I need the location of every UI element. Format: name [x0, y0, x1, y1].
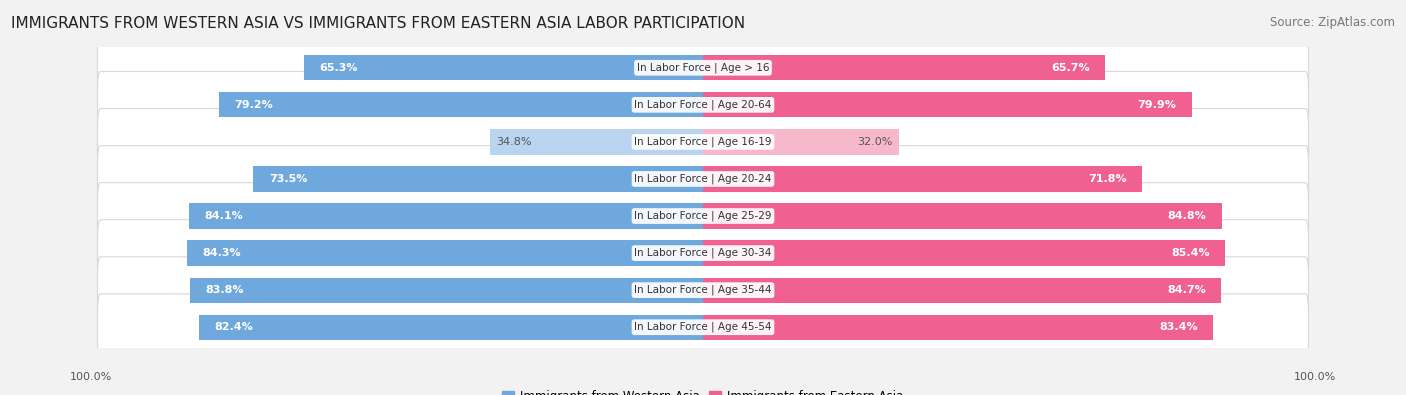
- Bar: [304, 55, 703, 81]
- FancyBboxPatch shape: [97, 257, 1309, 324]
- Bar: [188, 203, 703, 229]
- Text: IMMIGRANTS FROM WESTERN ASIA VS IMMIGRANTS FROM EASTERN ASIA LABOR PARTICIPATION: IMMIGRANTS FROM WESTERN ASIA VS IMMIGRAN…: [11, 16, 745, 31]
- Text: In Labor Force | Age 20-64: In Labor Force | Age 20-64: [634, 100, 772, 110]
- FancyBboxPatch shape: [97, 34, 1309, 101]
- Bar: [703, 166, 1142, 192]
- Bar: [703, 203, 1222, 229]
- Text: 79.9%: 79.9%: [1137, 100, 1177, 110]
- Text: 84.1%: 84.1%: [204, 211, 243, 221]
- Legend: Immigrants from Western Asia, Immigrants from Eastern Asia: Immigrants from Western Asia, Immigrants…: [498, 385, 908, 395]
- Text: 85.4%: 85.4%: [1171, 248, 1211, 258]
- Text: 32.0%: 32.0%: [858, 137, 893, 147]
- Text: 100.0%: 100.0%: [70, 372, 112, 382]
- Text: In Labor Force | Age 35-44: In Labor Force | Age 35-44: [634, 285, 772, 295]
- Bar: [703, 129, 898, 154]
- Text: Source: ZipAtlas.com: Source: ZipAtlas.com: [1270, 16, 1395, 29]
- Bar: [187, 241, 703, 266]
- FancyBboxPatch shape: [97, 71, 1309, 138]
- Bar: [703, 314, 1213, 340]
- FancyBboxPatch shape: [97, 294, 1309, 361]
- Text: In Labor Force | Age > 16: In Labor Force | Age > 16: [637, 62, 769, 73]
- Text: In Labor Force | Age 45-54: In Labor Force | Age 45-54: [634, 322, 772, 333]
- Text: 71.8%: 71.8%: [1088, 174, 1126, 184]
- Bar: [190, 278, 703, 303]
- Bar: [491, 129, 703, 154]
- Text: 82.4%: 82.4%: [214, 322, 253, 332]
- Text: In Labor Force | Age 30-34: In Labor Force | Age 30-34: [634, 248, 772, 258]
- Text: In Labor Force | Age 25-29: In Labor Force | Age 25-29: [634, 211, 772, 221]
- Text: 83.8%: 83.8%: [205, 285, 245, 295]
- FancyBboxPatch shape: [97, 109, 1309, 175]
- Text: In Labor Force | Age 20-24: In Labor Force | Age 20-24: [634, 174, 772, 184]
- Bar: [218, 92, 703, 117]
- Text: 100.0%: 100.0%: [1294, 372, 1336, 382]
- Bar: [703, 278, 1220, 303]
- FancyBboxPatch shape: [97, 182, 1309, 249]
- FancyBboxPatch shape: [97, 220, 1309, 286]
- Text: 83.4%: 83.4%: [1159, 322, 1198, 332]
- Text: 84.3%: 84.3%: [202, 248, 242, 258]
- Text: 84.8%: 84.8%: [1167, 211, 1206, 221]
- Text: 79.2%: 79.2%: [233, 100, 273, 110]
- Bar: [703, 92, 1192, 117]
- Text: 65.7%: 65.7%: [1050, 63, 1090, 73]
- Bar: [253, 166, 703, 192]
- Text: 73.5%: 73.5%: [269, 174, 307, 184]
- Text: 65.3%: 65.3%: [319, 63, 357, 73]
- Bar: [200, 314, 703, 340]
- Bar: [703, 55, 1105, 81]
- FancyBboxPatch shape: [97, 146, 1309, 213]
- Text: In Labor Force | Age 16-19: In Labor Force | Age 16-19: [634, 137, 772, 147]
- Text: 84.7%: 84.7%: [1167, 285, 1206, 295]
- Bar: [703, 241, 1225, 266]
- Text: 34.8%: 34.8%: [496, 137, 531, 147]
